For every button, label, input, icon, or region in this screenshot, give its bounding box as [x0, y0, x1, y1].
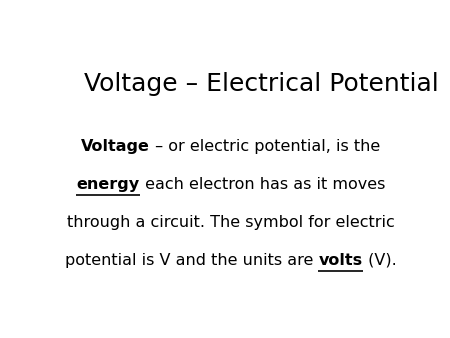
Text: – or electric potential, is the: – or electric potential, is the: [150, 140, 380, 154]
Text: Voltage: Voltage: [81, 140, 150, 154]
Text: volts: volts: [319, 253, 363, 268]
Text: potential is V and the units are: potential is V and the units are: [65, 253, 319, 268]
Text: each electron has as it moves: each electron has as it moves: [140, 177, 385, 192]
Text: energy: energy: [76, 177, 140, 192]
Text: Voltage – Electrical Potential: Voltage – Electrical Potential: [84, 72, 439, 96]
Text: (V).: (V).: [363, 253, 396, 268]
Text: through a circuit. The symbol for electric: through a circuit. The symbol for electr…: [67, 215, 395, 230]
